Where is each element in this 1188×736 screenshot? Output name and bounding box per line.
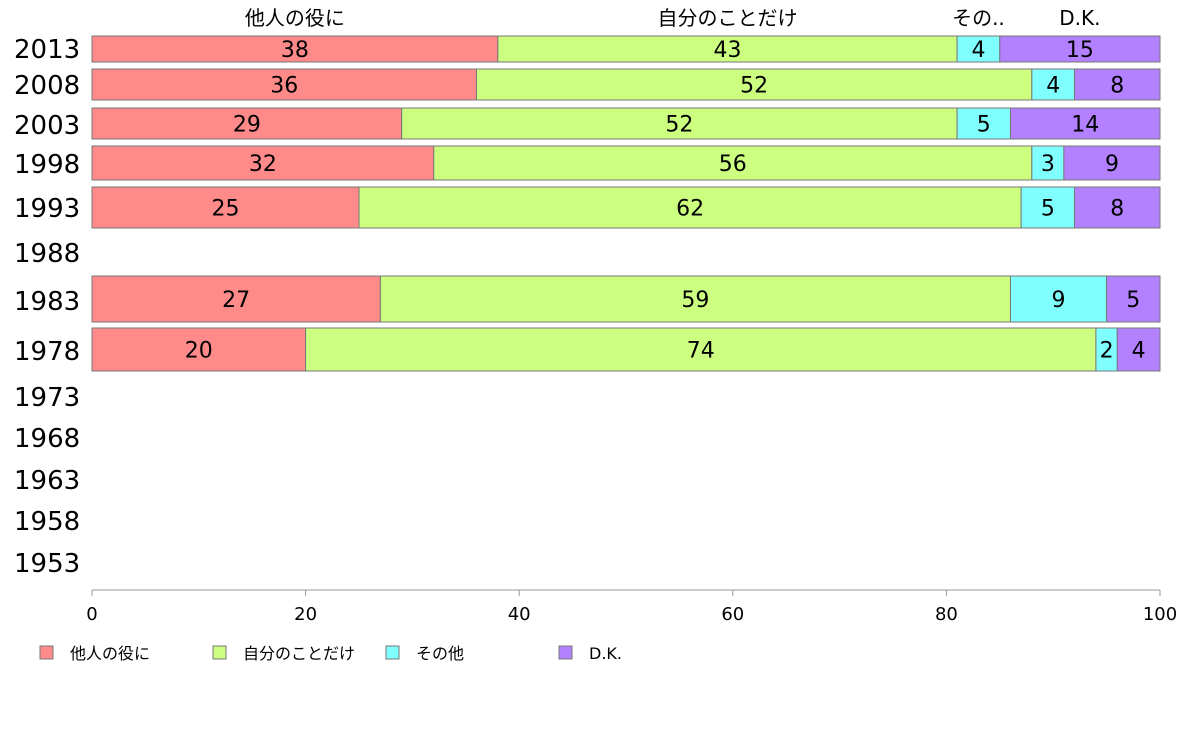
bar-value-label: 74 <box>687 339 715 364</box>
bar-segment <box>1020 186 1076 229</box>
top-label-3: D.K. <box>1059 6 1100 30</box>
bar-value-label: 36 <box>270 74 298 99</box>
bar-segment <box>91 327 307 372</box>
bar-value-label: 52 <box>665 113 693 138</box>
year-label: 2008 <box>14 71 80 101</box>
bar-value-label: 3 <box>1041 152 1055 177</box>
legend-swatch <box>212 645 227 660</box>
bar-value-label: 27 <box>222 288 250 313</box>
bar-segment <box>497 35 958 63</box>
legend-label: 他人の役に <box>70 644 150 663</box>
legend-swatch <box>39 645 54 660</box>
year-label: 1953 <box>14 549 80 579</box>
bar-segment <box>1116 327 1161 372</box>
top-label-2: その.. <box>952 6 1005 30</box>
bar-segment <box>358 186 1022 229</box>
bar-segment <box>91 186 360 229</box>
bar-segment <box>1009 107 1161 140</box>
year-label: 1973 <box>14 383 80 413</box>
bar-segment <box>475 68 1033 101</box>
bar-segment <box>1063 145 1161 181</box>
bar-value-label: 20 <box>185 339 213 364</box>
bar-segment <box>91 107 403 140</box>
bar-segment <box>956 35 1001 63</box>
legend: 他人の役に 自分のことだけ その他 D.K. <box>39 644 622 663</box>
year-label: 1983 <box>14 287 80 317</box>
year-label: 1978 <box>14 337 80 367</box>
year-label: 1963 <box>14 466 80 496</box>
year-label: 1998 <box>14 150 80 180</box>
year-label: 1968 <box>14 424 80 454</box>
bar-segment <box>91 35 499 63</box>
bar-value-label: 29 <box>233 113 261 138</box>
bar-value-label: 56 <box>719 152 747 177</box>
bar-segment <box>401 107 958 140</box>
bar-value-label: 9 <box>1052 288 1066 313</box>
bar-value-label: 25 <box>212 197 240 222</box>
legend-label: 自分のことだけ <box>243 644 355 663</box>
year-label: 1988 <box>14 239 80 269</box>
top-label-0: 他人の役に <box>245 6 345 30</box>
bar-segment <box>91 68 477 101</box>
x-tick-label: 20 <box>294 604 317 625</box>
bar-segment <box>999 35 1161 63</box>
bar-segment <box>1031 68 1076 101</box>
x-tick-label: 60 <box>721 604 744 625</box>
bar-value-label: 8 <box>1110 74 1124 99</box>
bar-segment <box>1106 275 1161 323</box>
bar-segment <box>1074 186 1161 229</box>
bar-value-label: 4 <box>1046 74 1060 99</box>
top-label-1: 自分のことだけ <box>657 6 797 30</box>
bar-value-label: 2 <box>1100 339 1114 364</box>
bar-value-label: 8 <box>1110 197 1124 222</box>
year-label: 2013 <box>14 35 80 65</box>
year-label: 1958 <box>14 507 80 537</box>
x-tick-label: 40 <box>508 604 531 625</box>
bar-value-label: 62 <box>676 197 704 222</box>
bar-value-label: 4 <box>971 38 985 63</box>
x-axis: 0 20 40 60 80 100 <box>86 589 1177 625</box>
bar-value-label: 59 <box>681 288 709 313</box>
top-labels: 他人の役に 自分のことだけ その.. D.K. <box>245 6 1101 30</box>
bar-value-label: 14 <box>1071 113 1099 138</box>
bar-value-label: 43 <box>713 38 741 63</box>
bar-value-label: 38 <box>281 38 309 63</box>
legend-swatch <box>558 645 573 660</box>
bar-segment <box>379 275 1011 323</box>
bar-value-label: 5 <box>1041 197 1055 222</box>
x-tick-label: 80 <box>935 604 958 625</box>
bar-segment <box>1009 275 1108 323</box>
bar-segment <box>1074 68 1161 101</box>
bar-value-label: 52 <box>740 74 768 99</box>
x-tick-label: 0 <box>86 604 97 625</box>
legend-label: その他 <box>416 644 464 663</box>
x-tick-label: 100 <box>1143 604 1177 625</box>
year-labels: 2013 2008 2003 1998 1993 1988 1983 1978 1973 1968… <box>14 35 80 579</box>
legend-label: D.K. <box>589 644 622 663</box>
bar-value-label: 5 <box>977 113 991 138</box>
bar-segment <box>91 145 435 181</box>
bar-segment <box>433 145 1033 181</box>
bar-value-label: 5 <box>1126 288 1140 313</box>
bar-value-label: 32 <box>249 152 277 177</box>
legend-swatch <box>385 645 400 660</box>
bar-value-label: 15 <box>1066 38 1094 63</box>
bar-value-label: 4 <box>1132 339 1146 364</box>
bar-segment <box>91 275 381 323</box>
year-label: 1993 <box>14 194 80 224</box>
year-label: 2003 <box>14 111 80 141</box>
bar-value-label: 9 <box>1105 152 1119 177</box>
